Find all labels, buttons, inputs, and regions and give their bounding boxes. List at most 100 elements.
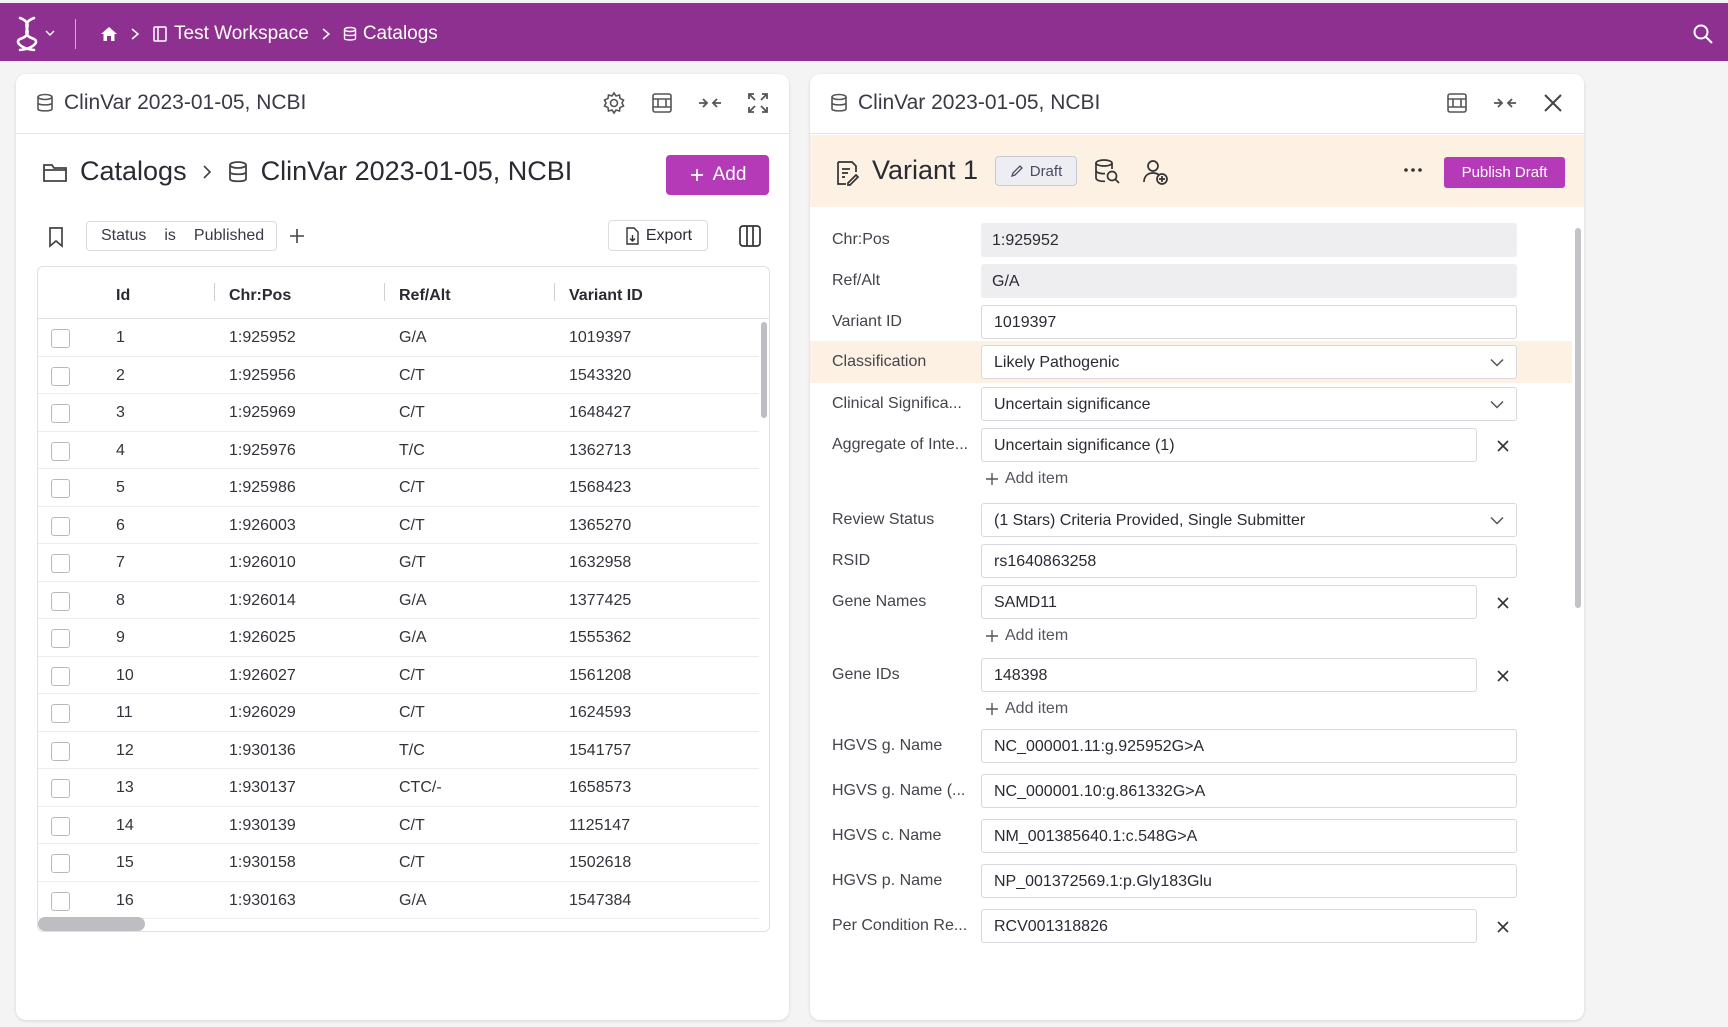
table-row[interactable]: 15 1:930158 C/T 1502618 bbox=[38, 844, 759, 882]
remove-item-icon[interactable] bbox=[1496, 439, 1510, 453]
table-row[interactable]: 10 1:926027 C/T 1561208 bbox=[38, 657, 759, 694]
per-condition-field[interactable]: RCV001318826 bbox=[981, 909, 1477, 943]
export-button[interactable]: Export bbox=[608, 220, 708, 251]
home-icon[interactable] bbox=[100, 25, 118, 43]
layout-icon[interactable] bbox=[1444, 90, 1470, 116]
remove-item-icon[interactable] bbox=[1496, 669, 1510, 683]
gene-names-field[interactable]: SAMD11 bbox=[981, 585, 1477, 619]
cell-chrpos: 1:926029 bbox=[229, 704, 296, 721]
row-checkbox[interactable] bbox=[51, 591, 70, 611]
table-row[interactable]: 4 1:925976 T/C 1362713 bbox=[38, 432, 759, 469]
row-checkbox[interactable] bbox=[51, 404, 70, 423]
draft-label: Draft bbox=[1029, 162, 1063, 180]
cell-refalt: C/T bbox=[399, 854, 425, 871]
row-checkbox[interactable] bbox=[51, 366, 70, 386]
cell-variant-id: 1658573 bbox=[569, 779, 632, 796]
columns-icon[interactable] bbox=[738, 224, 762, 248]
table-row[interactable]: 6 1:926003 C/T 1365270 bbox=[38, 507, 759, 544]
settings-icon[interactable] bbox=[601, 90, 627, 116]
column-header-refalt[interactable]: Ref/Alt bbox=[399, 287, 451, 304]
add-item-button[interactable]: Add item bbox=[985, 700, 1068, 718]
add-button[interactable]: Add bbox=[666, 155, 769, 195]
row-checkbox[interactable] bbox=[51, 779, 70, 798]
row-checkbox[interactable] bbox=[51, 629, 70, 648]
draft-badge[interactable]: Draft bbox=[995, 156, 1077, 186]
hgvs-g-field[interactable]: NC_000001.11:g.925952G>A bbox=[981, 729, 1517, 763]
search-icon[interactable] bbox=[1692, 23, 1714, 45]
breadcrumb-catalogs-link[interactable]: Catalogs bbox=[80, 156, 187, 186]
cell-chrpos: 1:926027 bbox=[229, 666, 296, 684]
table-row[interactable]: 12 1:930136 T/C 1541757 bbox=[38, 732, 759, 769]
table-row[interactable]: 2 1:925956 C/T 1543320 bbox=[38, 357, 759, 394]
remove-item-icon[interactable] bbox=[1496, 920, 1510, 934]
row-checkbox[interactable] bbox=[51, 479, 70, 498]
table-row[interactable]: 3 1:925969 C/T 1648427 bbox=[38, 394, 759, 432]
top-bar: Test Workspace Catalogs bbox=[0, 3, 1728, 61]
cell-chrpos: 1:925969 bbox=[229, 404, 296, 421]
database-icon bbox=[343, 26, 357, 41]
app-logo-icon[interactable] bbox=[12, 15, 42, 53]
cell-variant-id: 1019397 bbox=[569, 329, 632, 346]
row-checkbox[interactable] bbox=[51, 554, 70, 573]
cell-chrpos: 1:926025 bbox=[229, 629, 296, 646]
column-resize-handle[interactable] bbox=[214, 283, 215, 301]
chevron-down-icon[interactable] bbox=[45, 29, 55, 37]
row-checkbox[interactable] bbox=[51, 329, 70, 348]
column-resize-handle[interactable] bbox=[554, 283, 555, 301]
aggregate-field[interactable]: Uncertain significance (1) bbox=[981, 428, 1477, 462]
gene-ids-field[interactable]: 148398 bbox=[981, 658, 1477, 692]
table-row[interactable]: 8 1:926014 G/A 1377425 bbox=[38, 582, 759, 619]
field-row-hgvs-g-prev: HGVS g. Name (... NC_000001.10:g.861332G… bbox=[810, 770, 1572, 812]
more-icon[interactable] bbox=[1403, 165, 1423, 175]
row-checkbox[interactable] bbox=[51, 666, 70, 686]
table-row[interactable]: 14 1:930139 C/T 1125147 bbox=[38, 807, 759, 844]
add-item-button[interactable]: Add item bbox=[985, 470, 1068, 488]
review-status-select[interactable]: (1 Stars) Criteria Provided, Single Subm… bbox=[981, 503, 1517, 537]
rsid-field[interactable]: rs1640863258 bbox=[981, 544, 1517, 578]
publish-draft-button[interactable]: Publish Draft bbox=[1444, 157, 1565, 188]
add-item-button[interactable]: Add item bbox=[985, 627, 1068, 645]
clinical-significance-select[interactable]: Uncertain significance bbox=[981, 387, 1517, 421]
table-row[interactable]: 9 1:926025 G/A 1555362 bbox=[38, 619, 759, 657]
selected-value: Likely Pathogenic bbox=[994, 354, 1120, 371]
variant-id-field[interactable]: 1019397 bbox=[981, 305, 1517, 339]
table-row[interactable]: 13 1:930137 CTC/- 1658573 bbox=[38, 769, 759, 807]
row-checkbox[interactable] bbox=[51, 704, 70, 723]
column-resize-handle[interactable] bbox=[384, 283, 385, 301]
column-header-chrpos[interactable]: Chr:Pos bbox=[229, 287, 292, 304]
column-header-variant-id[interactable]: Variant ID bbox=[569, 287, 643, 304]
row-checkbox[interactable] bbox=[51, 741, 70, 761]
collapse-icon[interactable] bbox=[1492, 90, 1518, 116]
row-checkbox[interactable] bbox=[51, 516, 70, 536]
search-database-icon[interactable] bbox=[1093, 158, 1121, 186]
classification-select[interactable]: Likely Pathogenic bbox=[981, 345, 1517, 379]
hgvs-g-prev-field[interactable]: NC_000001.10:g.861332G>A bbox=[981, 774, 1517, 808]
collapse-icon[interactable] bbox=[697, 90, 723, 116]
table-row[interactable]: 16 1:930163 G/A 1547384 bbox=[38, 882, 759, 919]
add-user-icon[interactable] bbox=[1141, 158, 1169, 186]
row-checkbox[interactable] bbox=[51, 816, 70, 836]
table-row[interactable]: 7 1:926010 G/T 1632958 bbox=[38, 544, 759, 582]
column-header-id[interactable]: Id bbox=[116, 287, 131, 304]
add-filter-icon[interactable] bbox=[288, 227, 306, 245]
remove-item-icon[interactable] bbox=[1496, 596, 1510, 610]
vertical-scrollbar[interactable] bbox=[761, 322, 767, 418]
hgvs-p-field[interactable]: NP_001372569.1:p.Gly183Glu bbox=[981, 864, 1517, 898]
close-icon[interactable] bbox=[1540, 90, 1566, 116]
table-row[interactable]: 5 1:925986 C/T 1568423 bbox=[38, 469, 759, 507]
status-filter-chip[interactable]: Status is Published bbox=[86, 221, 278, 251]
cell-variant-id: 1561208 bbox=[569, 666, 632, 684]
table-row[interactable]: 1 1:925952 G/A 1019397 bbox=[38, 319, 759, 357]
row-checkbox[interactable] bbox=[51, 891, 70, 911]
row-checkbox[interactable] bbox=[51, 441, 70, 461]
hgvs-c-field[interactable]: NM_001385640.1:c.548G>A bbox=[981, 819, 1517, 853]
bookmark-icon[interactable] bbox=[46, 226, 66, 248]
expand-icon[interactable] bbox=[745, 90, 771, 116]
horizontal-scrollbar[interactable] bbox=[38, 917, 145, 931]
row-checkbox[interactable] bbox=[51, 854, 70, 873]
breadcrumb-catalogs[interactable]: Catalogs bbox=[343, 23, 438, 45]
table-row[interactable]: 11 1:926029 C/T 1624593 bbox=[38, 694, 759, 732]
layout-icon[interactable] bbox=[649, 90, 675, 116]
vertical-scrollbar[interactable] bbox=[1575, 228, 1581, 608]
breadcrumb-workspace[interactable]: Test Workspace bbox=[152, 23, 309, 45]
